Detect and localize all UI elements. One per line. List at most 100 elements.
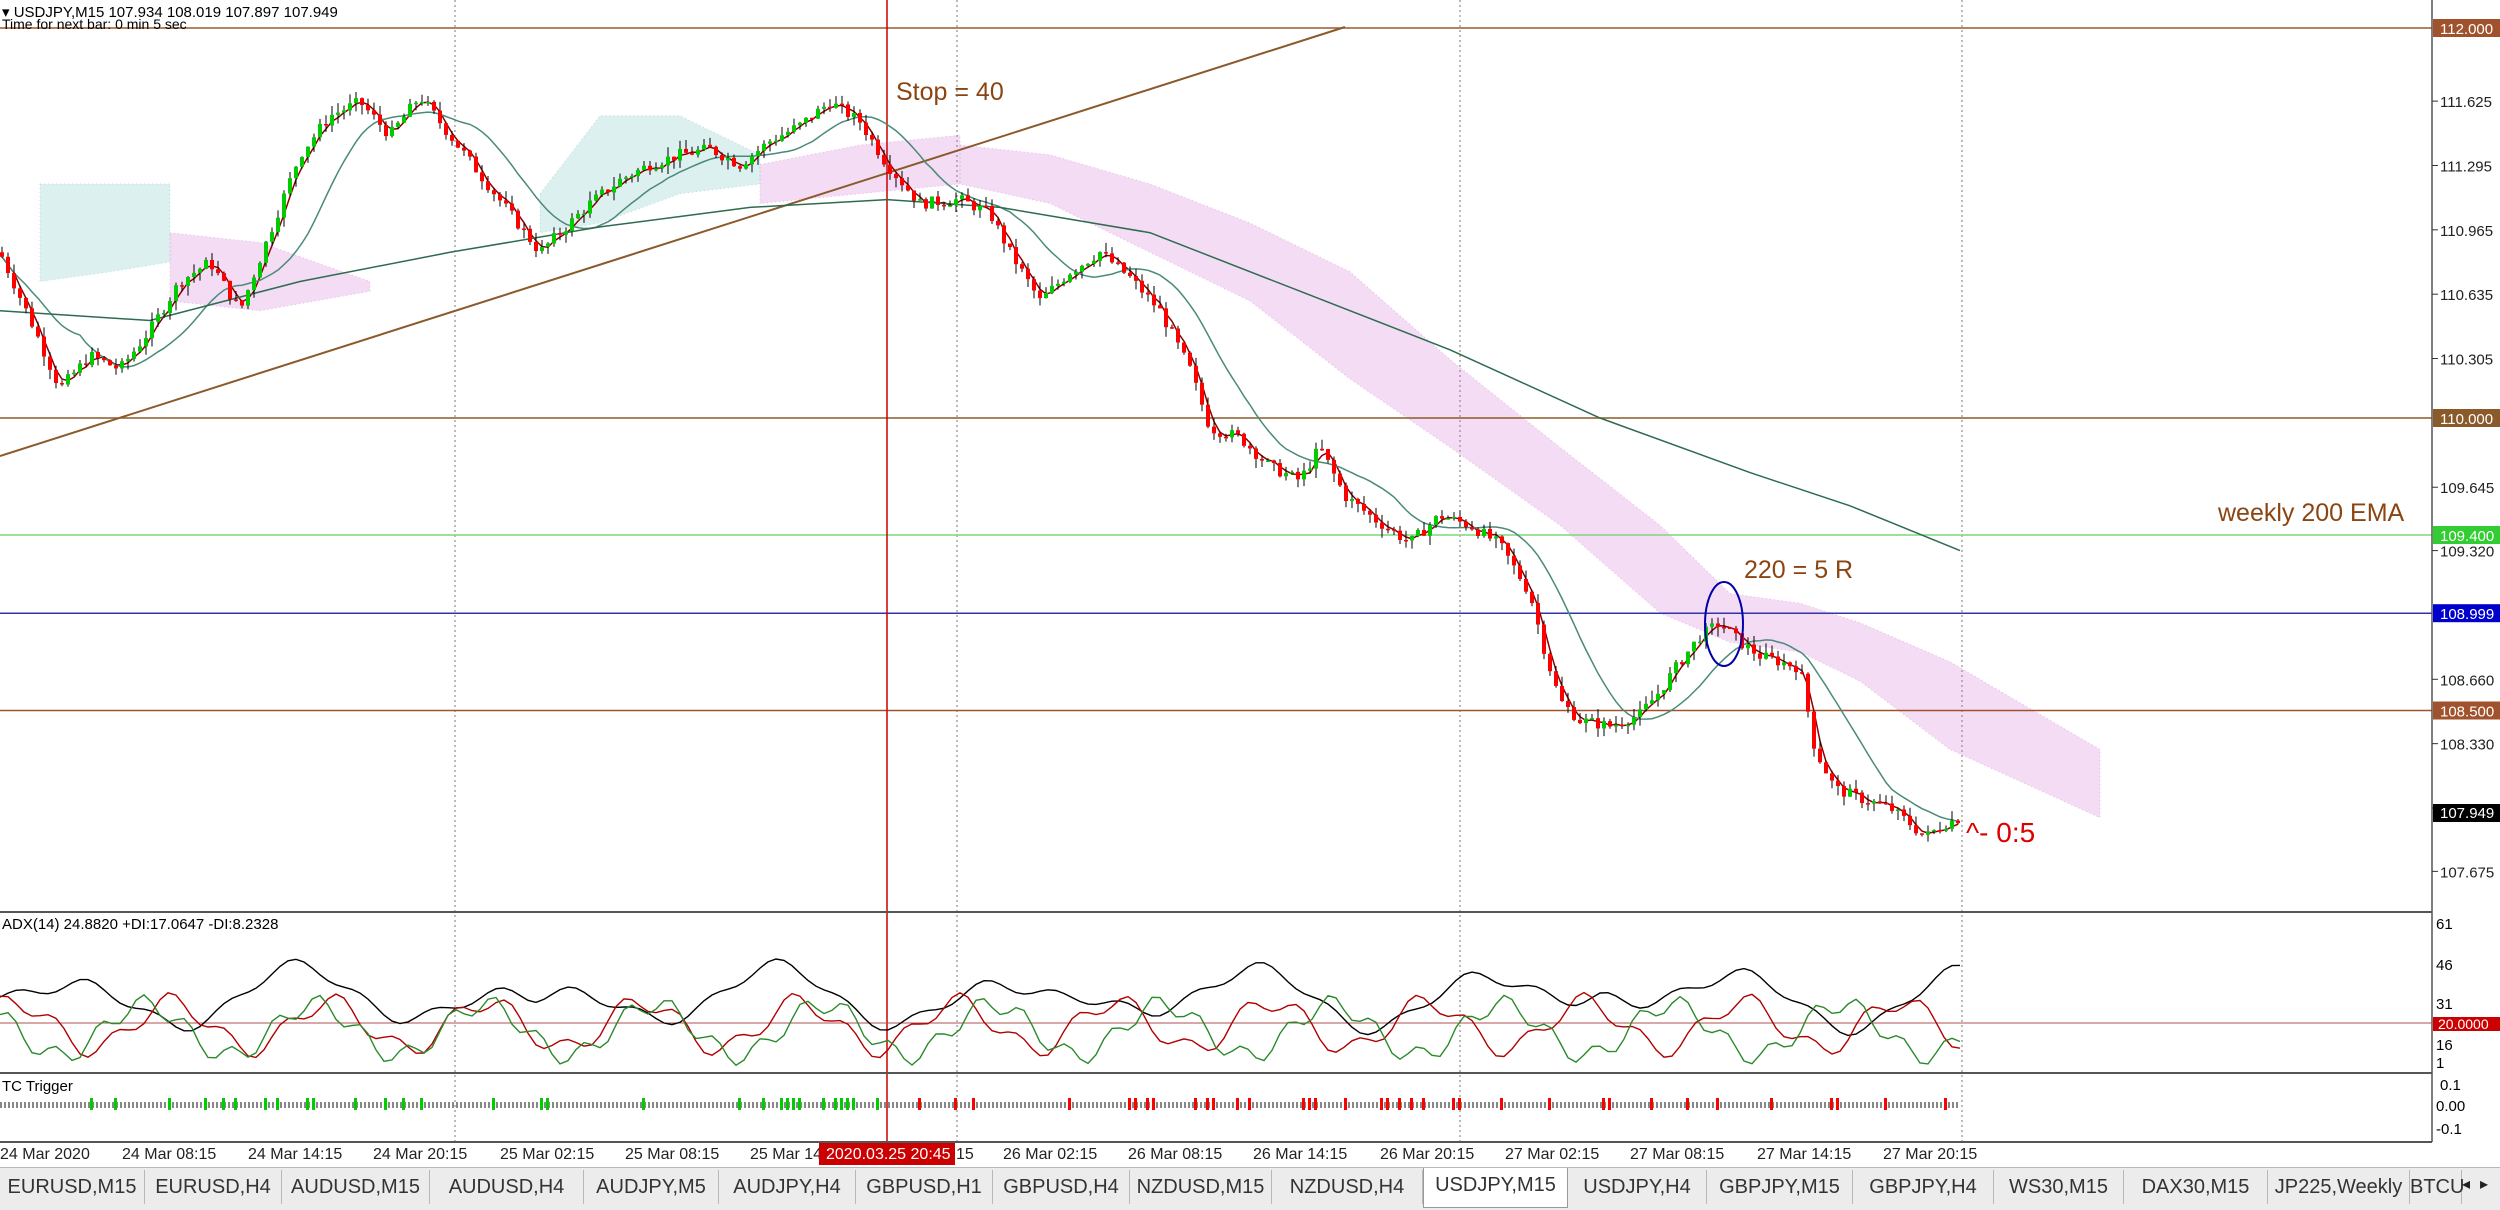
candle-body [1194,365,1198,383]
candle-body [1050,285,1054,293]
candle-body [1866,803,1870,805]
chart-tab[interactable]: AUDUSD,M15 [282,1170,430,1204]
candle-body [1440,516,1444,519]
price-scale[interactable]: 111.625 111.295 110.965 110.635 110.305 109.6… [2432,94,2494,881]
tc-signal-bar [1206,1098,1209,1110]
tc-signal-bar [264,1098,267,1110]
candle-body [1788,662,1792,667]
candle-body [114,365,118,369]
candle-body [186,276,190,286]
candle-body [732,157,736,167]
chart-tab[interactable]: JP225,Weekly [2268,1170,2410,1204]
time-axis-label: 24 Mar 20:15 [373,1146,467,1163]
candle-body [1476,529,1480,536]
price-level-box [2433,604,2500,623]
chart-tab[interactable]: NZDUSD,H4 [1272,1170,1423,1204]
candle-body [318,123,322,138]
chart-tab[interactable]: GBPUSD,H4 [993,1170,1130,1204]
chart-tab[interactable]: NZDUSD,M15 [1130,1170,1272,1204]
candle-body [1404,539,1408,542]
candle-body [1770,652,1774,657]
chart-tab[interactable]: AUDUSD,H4 [430,1170,584,1204]
candle-body [576,213,580,219]
candle-body [336,112,340,115]
chart-tab[interactable]: GBPUSD,H1 [856,1170,993,1204]
tc-signal-bar [1410,1098,1413,1110]
tc-signal-bar [918,1098,921,1110]
candle-body [1932,830,1936,832]
candle-body [648,165,652,171]
candle-body [1014,246,1018,265]
candle-body [798,122,802,126]
tc-signal-bar [492,1098,495,1110]
tab-scroll-left-icon[interactable]: ◂ [2462,1176,2471,1193]
collapse-arrow-icon: ▾ [2,4,14,21]
candle-body [1632,716,1636,725]
candle-body [1170,327,1174,329]
chart-symbol-info: ▾ USDJPY,M15 107.934 108.019 107.897 107… [2,4,338,21]
chart-tab[interactable]: USDJPY,H4 [1568,1170,1707,1204]
candle-body [870,134,874,140]
price-level-box [2433,409,2500,427]
candle-body [1716,623,1720,628]
chart-area[interactable]: ADX(14) 24.8820 +DI:17.0647 -DI:8.2328 6… [0,0,2500,1167]
candle-body [1890,803,1894,811]
tc-signal-bar [1884,1098,1887,1110]
candle-body [162,313,166,315]
tc-signal-bar [1212,1098,1215,1110]
candle-body [1290,471,1294,474]
chart-tab[interactable]: BTCU [2410,1170,2464,1204]
chart-tab[interactable]: WS30,M15 [1994,1170,2124,1204]
candle-body [918,199,922,201]
candle-body [414,102,418,105]
candle-body [1200,382,1204,405]
candle-body [1068,274,1072,282]
candle-body [12,273,16,289]
candle-body [108,360,112,366]
candle-body [1812,711,1816,749]
candle-body [1860,792,1864,804]
candle-body [366,105,370,111]
chart-tab[interactable]: DAX30,M15 [2124,1170,2268,1204]
candle-body [1710,623,1714,627]
chart-tab[interactable]: USDJPY,M15 [1423,1168,1568,1208]
candle-body [1800,672,1804,674]
candle-body [1314,448,1318,469]
price-tick-label: 110.635 [2440,287,2493,304]
candle-body [1308,468,1312,471]
tc-signal-bar [852,1098,855,1110]
chart-tab[interactable]: EURUSD,H4 [145,1170,282,1204]
candle-body [570,218,574,232]
candle-body [54,369,58,384]
candle-body [1746,644,1750,649]
tc-signal-bar [1146,1098,1149,1110]
candle-body [1302,470,1306,480]
chart-tab[interactable]: AUDJPY,H4 [719,1170,856,1204]
candle-body [996,220,1000,226]
trendline[interactable] [0,26,1346,457]
candle-body [396,122,400,127]
candle-body [1164,308,1168,328]
candle-body [1482,528,1486,536]
candle-body [1944,828,1948,831]
price-level-box [2433,19,2500,37]
candle-body [312,137,316,147]
chart-tab[interactable]: EURUSD,M15 [0,1170,145,1204]
candle-body [168,301,172,314]
candle-body [750,156,754,165]
candle-body [780,135,784,141]
candle-body [1578,719,1582,724]
candle-body [654,168,658,171]
tc-signal-bar [234,1098,237,1110]
candle-body [1242,433,1246,446]
chart-tab[interactable]: AUDJPY,M5 [584,1170,719,1204]
chart-tab[interactable]: GBPJPY,M15 [1707,1170,1853,1204]
candle-body [522,228,526,230]
price-tick-label: 110.965 [2440,223,2493,240]
time-axis-label: 27 Mar 02:15 [1505,1146,1599,1163]
tc-signal-bar [222,1098,225,1110]
tab-scroll-right-icon[interactable]: ▸ [2480,1176,2489,1193]
time-axis[interactable]: 24 Mar 2020 24 Mar 08:15 24 Mar 14:15 24 Ma… [0,1146,1977,1163]
chart-tab[interactable]: GBPJPY,H4 [1853,1170,1994,1204]
candle-body [66,374,70,385]
